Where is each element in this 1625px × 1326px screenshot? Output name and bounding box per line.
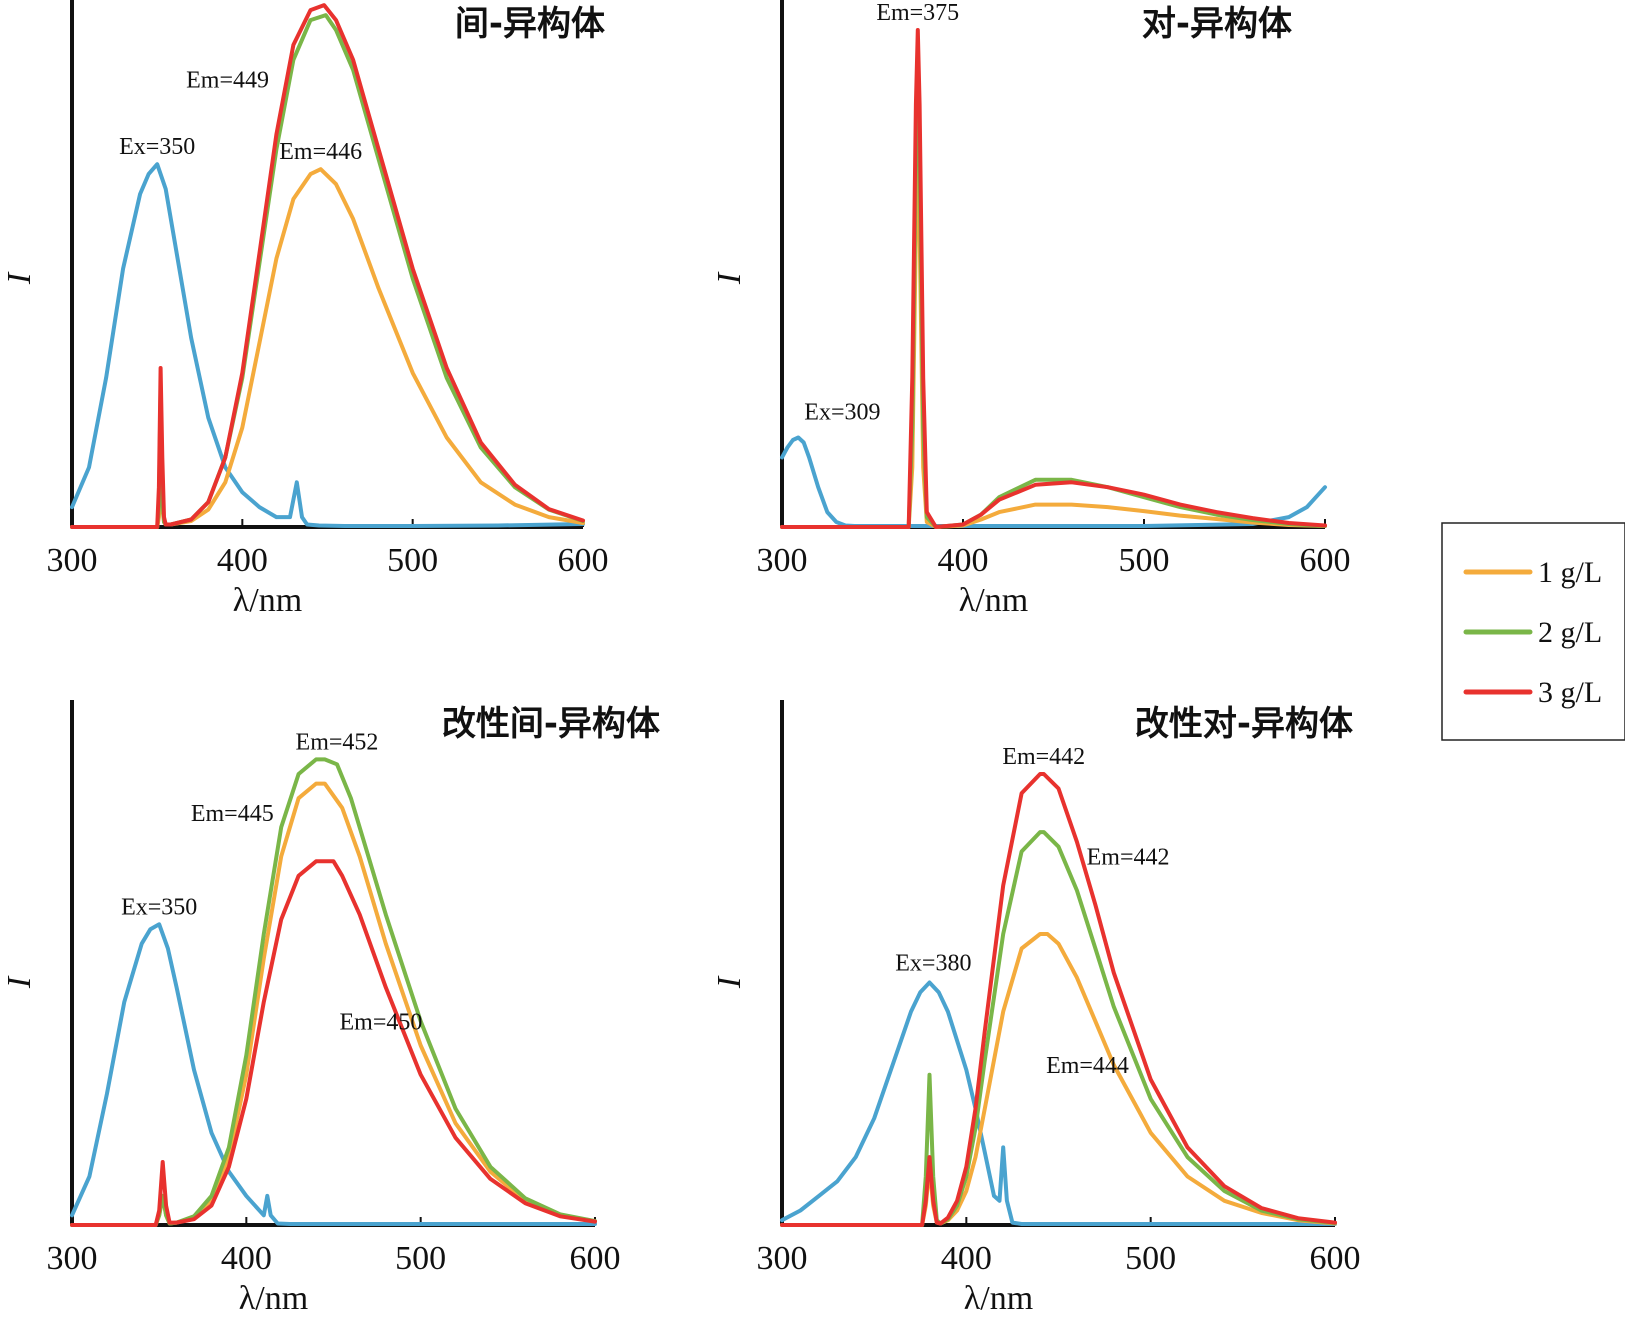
series-2-g-l: [780, 830, 1337, 1227]
peak-annotation: Ex=380: [895, 951, 971, 977]
panel-title: 对-异构体: [1142, 4, 1292, 44]
x-tick-label: 500: [1119, 542, 1170, 579]
panel-title: 间-异构体: [455, 4, 605, 44]
legend-item-3: 3 g/L: [1463, 676, 1602, 709]
panel-2: 300 400 500 600 λ/nm I 对-异构体 Em=375 Ex=309: [711, 0, 1351, 619]
y-axis-title: I: [1, 975, 38, 989]
x-axis-title: λ/nm: [964, 1280, 1033, 1317]
x-tick-label: 400: [941, 1240, 992, 1277]
panel-title: 改性对-异构体: [1135, 704, 1353, 744]
legend-label-1: 1 g/L: [1538, 556, 1602, 589]
peak-annotation: Em=452: [296, 729, 379, 755]
x-tick-label: 500: [387, 542, 438, 579]
series-3-g-l: [780, 28, 1327, 529]
panels: 300 400 500 600 λ/nm I 间-异构体 Em=448 Em=449 Em=446…: [1, 0, 1361, 1317]
series-2-g-l: [70, 13, 585, 529]
peak-annotation: Em=444: [1046, 1053, 1129, 1079]
series-1-g-l: [780, 77, 1327, 529]
x-tick-label: 300: [757, 542, 808, 579]
series-3-g-l: [70, 3, 585, 529]
x-tick-label: 300: [47, 1240, 98, 1277]
peak-annotation: Em=449: [186, 68, 269, 94]
x-tick-label: 400: [938, 542, 989, 579]
x-axis-title: λ/nm: [239, 1280, 308, 1317]
peak-annotation: Ex=350: [119, 134, 195, 160]
legend-label-3: 3 g/L: [1538, 676, 1602, 709]
peak-annotation: Em=442: [1002, 744, 1085, 770]
y-axis-title: I: [1, 271, 38, 285]
x-tick-label: 500: [395, 1240, 446, 1277]
x-tick-label: 600: [1310, 1240, 1361, 1277]
x-tick-label: 500: [1125, 1240, 1176, 1277]
x-tick-label: 600: [1300, 542, 1351, 579]
panel-3: 300 400 500 600 λ/nm I 改性间-异构体 Em=452 Em=445 Ex=3…: [1, 700, 660, 1317]
peak-annotation: Em=446: [279, 139, 362, 165]
series-2-g-l: [70, 757, 597, 1227]
series-1-g-l: [70, 781, 597, 1227]
peak-annotation: Em=445: [191, 801, 274, 827]
y-axis-title: I: [711, 975, 748, 989]
series-excitation: [780, 980, 1337, 1226]
panel-1: 300 400 500 600 λ/nm I 间-异构体 Em=448 Em=449 Em=446…: [1, 0, 609, 619]
x-axis-title: λ/nm: [959, 582, 1028, 619]
series-excitation: [70, 922, 597, 1226]
x-tick-label: 300: [757, 1240, 808, 1277]
legend-item-1: 1 g/L: [1463, 556, 1602, 589]
peak-annotation: Em=375: [876, 0, 959, 26]
peak-annotation: Ex=350: [121, 894, 197, 920]
peak-annotation: Em=450: [340, 1009, 423, 1035]
series-2-g-l: [780, 52, 1327, 529]
x-tick-label: 600: [570, 1240, 621, 1277]
panel-4: 300 400 500 600 λ/nm I 改性对-异构体 Em=442 Em=442 Ex=3…: [711, 700, 1361, 1317]
series-3-g-l: [70, 859, 597, 1227]
legend: 1 g/L 2 g/L 3 g/L: [1441, 522, 1625, 741]
series-3-g-l: [780, 772, 1337, 1227]
legend-item-2: 2 g/L: [1463, 616, 1602, 649]
series-1-g-l: [780, 932, 1337, 1227]
x-tick-label: 300: [47, 542, 98, 579]
x-axis-title: λ/nm: [233, 582, 302, 619]
panel-title: 改性间-异构体: [442, 704, 660, 744]
x-tick-label: 400: [217, 542, 268, 579]
peak-annotation: Em=448: [283, 0, 366, 1]
x-tick-label: 400: [221, 1240, 272, 1277]
x-tick-label: 600: [558, 542, 609, 579]
y-axis-title: I: [711, 271, 748, 285]
legend-label-2: 2 g/L: [1538, 616, 1602, 649]
peak-annotation: Em=442: [1087, 844, 1170, 870]
series-excitation: [70, 162, 585, 528]
peak-annotation: Ex=309: [804, 400, 880, 426]
